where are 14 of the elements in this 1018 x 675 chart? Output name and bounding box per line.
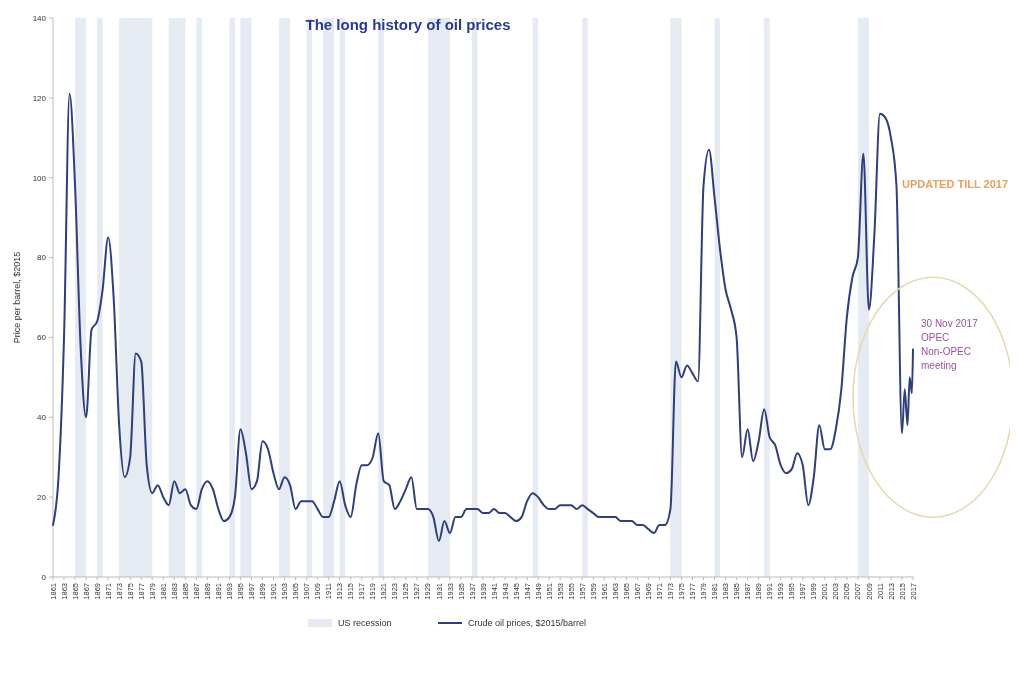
y-tick-label: 0	[41, 572, 47, 582]
y-tick-label: 40	[37, 413, 47, 423]
y-axis-title: Price per barrel, $2015	[12, 251, 22, 344]
annotation: 30 Nov 2017 OPEC Non-OPEC meeting	[921, 318, 979, 372]
y-tick-label: 120	[32, 93, 47, 103]
y-tick-label: 60	[37, 333, 47, 343]
y-tick-label: 100	[32, 173, 47, 183]
chart-title: The long history of oil prices	[305, 16, 511, 33]
legend-label: US recession	[338, 618, 392, 629]
y-tick-label: 80	[37, 253, 47, 263]
annotation: UPDATED TILL 2017	[902, 178, 1008, 190]
y-tick-label: 140	[32, 13, 47, 23]
y-tick-label: 20	[37, 492, 47, 502]
legend-label: Crude oil prices, $2015/barrel	[468, 618, 587, 629]
